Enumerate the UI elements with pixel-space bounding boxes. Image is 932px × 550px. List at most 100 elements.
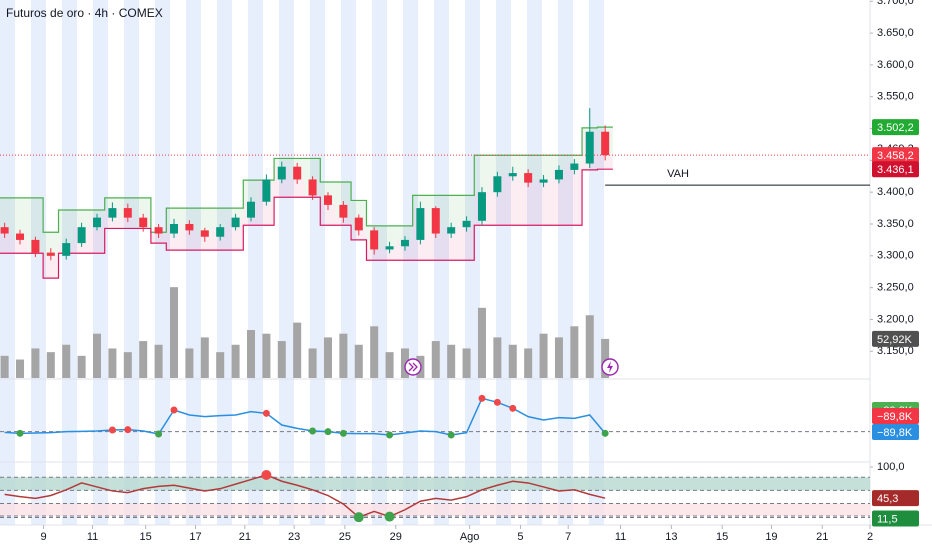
volume-bar	[539, 333, 548, 378]
volume-bar	[508, 344, 517, 378]
x-tick-label: 23	[288, 531, 300, 543]
signal-dot	[493, 398, 501, 406]
candle	[524, 169, 533, 188]
y-tick-label: 3.200,0	[877, 313, 914, 325]
x-tick-label: 19	[765, 531, 777, 543]
zone	[0, 503, 870, 517]
volume-bar	[185, 348, 194, 378]
candle-body	[370, 230, 379, 250]
price-label-text: 3.436,1	[877, 164, 914, 176]
volume-bar	[77, 355, 86, 378]
volume-bar	[524, 348, 533, 378]
candle	[370, 227, 379, 255]
candle-body	[293, 166, 302, 180]
candle	[477, 187, 486, 226]
candle	[570, 159, 579, 175]
volume-bar	[123, 352, 132, 378]
x-tick-label: 2	[867, 531, 873, 543]
candle-body	[339, 204, 348, 218]
x-tick-label: 25	[339, 531, 351, 543]
event-icon[interactable]	[601, 358, 619, 376]
channel-upper-fill	[0, 127, 613, 256]
candle-body	[354, 217, 363, 231]
candle	[293, 162, 302, 184]
candle-body	[554, 169, 563, 180]
candle-body	[200, 230, 209, 237]
signal-dot	[261, 469, 272, 480]
x-tick-label: 11	[615, 531, 626, 543]
y-tick-label: 3.350,0	[877, 218, 914, 230]
candle-body	[462, 220, 471, 228]
replay-icon[interactable]	[404, 358, 422, 376]
signal-dot	[16, 429, 24, 437]
last-value-label: 45,3	[872, 490, 919, 507]
y-tick-label: 3.300,0	[877, 250, 914, 262]
indicator-label-bg	[872, 408, 919, 424]
volume-bar	[293, 322, 302, 378]
volume-bar	[385, 352, 394, 378]
volume-bar	[477, 307, 486, 378]
y-tick-label: 3.600,0	[877, 59, 914, 71]
price-label: 3.502,2	[872, 119, 919, 136]
channel-lower	[0, 168, 613, 279]
candle-body	[31, 239, 40, 253]
volume-bar	[447, 344, 456, 378]
candle-body	[524, 173, 533, 183]
last-value-label-bg	[872, 490, 919, 507]
candle-body	[308, 179, 317, 196]
vah-label: VAH	[667, 168, 689, 180]
candle-body	[277, 166, 286, 180]
volume-bar	[370, 326, 379, 378]
volume-bar	[246, 330, 255, 378]
candle-body	[123, 208, 132, 218]
candle-body	[108, 208, 117, 218]
volume-bar	[200, 337, 209, 378]
candle	[216, 224, 225, 241]
volume-bar	[277, 341, 286, 378]
candle	[601, 125, 610, 161]
y-tick-label: 3.650,0	[877, 27, 914, 39]
price-label-text: 3.502,2	[877, 122, 914, 134]
candle-body	[539, 179, 548, 183]
x-tick-label: 13	[665, 531, 677, 543]
signal-dot	[108, 426, 116, 434]
volume-bar	[400, 348, 409, 378]
x-tick-label: 11	[87, 531, 98, 543]
indicator-line	[4, 474, 606, 519]
volume-label-bg	[872, 330, 919, 347]
signal-dot	[601, 429, 609, 437]
candle-body	[0, 227, 9, 234]
indicator-label: −89,8K	[872, 408, 919, 424]
candle	[431, 206, 440, 238]
volume-bar	[139, 341, 148, 378]
volume-bar	[46, 352, 55, 378]
volume-bar	[323, 337, 332, 378]
candle	[123, 203, 132, 223]
indicator-label-text: −89,8K	[877, 411, 913, 423]
x-tick-label: 21	[239, 531, 251, 543]
indicator-line	[4, 397, 606, 436]
indicator-label-bg	[872, 424, 919, 440]
x-tick-label: Ago	[460, 531, 480, 543]
y-tick-label: 100,0	[877, 461, 905, 473]
candle	[262, 174, 271, 206]
candle-body	[585, 131, 594, 164]
candle-body	[16, 233, 25, 240]
candle	[277, 161, 286, 184]
last-value-label-text: 45,3	[877, 493, 898, 505]
candle-body	[447, 227, 456, 234]
candle	[93, 213, 102, 231]
layers: 9 11 15 17 21 23 25 29 Ago 5 7 11 13 15 19 21 2 VAH 3.150,…	[0, 0, 919, 543]
candle	[170, 218, 178, 238]
signal-dot	[170, 406, 178, 414]
price-label-text: 3.458,2	[877, 150, 914, 162]
candle	[462, 216, 471, 232]
candle	[62, 238, 71, 260]
volume-bar	[308, 348, 317, 378]
candle-body	[431, 208, 440, 234]
signal-dot	[124, 426, 132, 434]
candle	[400, 236, 409, 251]
candle-body	[570, 163, 579, 170]
volume-bar	[216, 352, 225, 378]
candle-body	[262, 179, 271, 202]
